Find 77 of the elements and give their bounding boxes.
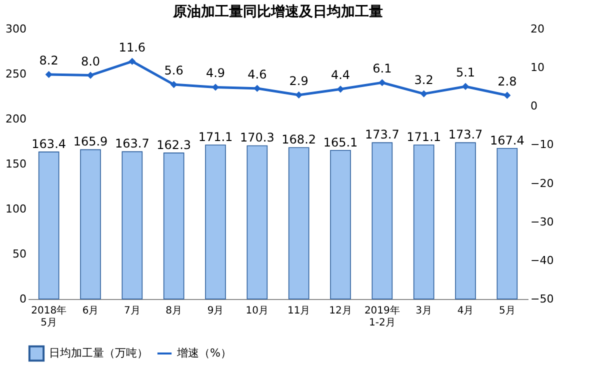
x-tick-label: 7月 bbox=[124, 306, 140, 316]
point bbox=[128, 58, 136, 65]
data-label: 162.3 bbox=[156, 138, 192, 152]
data-label: 2.8 bbox=[498, 74, 517, 88]
legend-label: 日均加工量（万吨） bbox=[49, 346, 148, 360]
x-tick-label: 12月 bbox=[329, 306, 352, 316]
y2-tick-label: 10 bbox=[530, 61, 544, 74]
x-tick-label: 9月 bbox=[207, 306, 224, 316]
x-tick-label: 10月 bbox=[246, 306, 269, 316]
data-label: 8.0 bbox=[80, 54, 100, 68]
data-label: 170.3 bbox=[240, 130, 274, 145]
data-label: 168.2 bbox=[282, 132, 316, 147]
point bbox=[378, 79, 386, 86]
point bbox=[462, 82, 470, 90]
data-label: 4.9 bbox=[206, 66, 226, 80]
point bbox=[420, 90, 428, 98]
data-label: 171.1 bbox=[198, 130, 233, 144]
point bbox=[504, 92, 511, 99]
bar bbox=[455, 142, 476, 300]
point bbox=[170, 81, 178, 88]
bar bbox=[288, 147, 310, 300]
data-label: 171.1 bbox=[406, 130, 442, 144]
bar bbox=[38, 152, 60, 300]
point bbox=[336, 86, 344, 93]
data-label: 165.1 bbox=[323, 135, 358, 150]
data-label: 167.4 bbox=[490, 133, 524, 148]
y2-tick-label: −40 bbox=[530, 254, 554, 267]
y2-tick-label: 0 bbox=[530, 100, 538, 113]
point bbox=[212, 84, 220, 91]
data-label: 173.7 bbox=[448, 128, 483, 142]
x-tick-label: 6月 bbox=[82, 306, 99, 316]
y2-tick-label: −10 bbox=[530, 138, 554, 152]
data-label: 163.7 bbox=[114, 136, 150, 151]
x-tick-label: 2019年 1-2月 bbox=[364, 304, 400, 328]
bar bbox=[205, 144, 226, 300]
data-label: 5.1 bbox=[456, 65, 476, 80]
data-label: 165.9 bbox=[73, 134, 108, 149]
y2-tick-label: 20 bbox=[530, 22, 544, 36]
point bbox=[45, 70, 52, 78]
x-tick-label: 8月 bbox=[166, 306, 182, 316]
y-tick-label: 200 bbox=[6, 112, 26, 126]
x-tick-label: 5月 bbox=[498, 306, 516, 316]
x-tick-label: 2018年 5月 bbox=[31, 304, 67, 328]
data-label: 163.4 bbox=[32, 136, 66, 151]
y-tick-label: 0 bbox=[20, 292, 26, 306]
data-label: 6.1 bbox=[372, 62, 392, 76]
y2-tick-label: −50 bbox=[530, 292, 554, 306]
bar bbox=[372, 142, 393, 300]
point bbox=[295, 91, 302, 98]
y-tick-label: 50 bbox=[12, 248, 26, 260]
bar bbox=[413, 144, 434, 300]
bar bbox=[122, 151, 143, 300]
y2-tick-label: −20 bbox=[530, 176, 554, 190]
x-tick-label: 4月 bbox=[457, 306, 474, 316]
x-tick-label: 11月 bbox=[287, 306, 310, 316]
x-tick-label: 3月 bbox=[416, 306, 432, 316]
bar bbox=[330, 150, 351, 300]
bar bbox=[163, 152, 184, 300]
data-label: 11.6 bbox=[118, 40, 146, 54]
data-label: 8.2 bbox=[39, 54, 58, 68]
y-tick-label: 150 bbox=[6, 158, 26, 170]
y-tick-label: 300 bbox=[6, 22, 26, 36]
point bbox=[254, 84, 261, 92]
bar bbox=[80, 149, 101, 300]
y2-tick-label: −30 bbox=[530, 215, 554, 228]
bar bbox=[246, 145, 268, 300]
data-label: 4.4 bbox=[330, 68, 350, 82]
y-tick-label: 250 bbox=[6, 68, 26, 80]
data-label: 4.6 bbox=[248, 67, 267, 82]
data-label: 2.9 bbox=[289, 74, 308, 88]
bar bbox=[496, 148, 518, 300]
legend-label: 增速（%） bbox=[176, 346, 232, 360]
y-tick-label: 100 bbox=[6, 202, 26, 216]
chart-title: 原油加工量同比增速及日均加工量 bbox=[172, 4, 383, 20]
data-label: 5.6 bbox=[164, 64, 184, 78]
data-label: 3.2 bbox=[414, 72, 434, 87]
data-label: 173.7 bbox=[364, 128, 400, 142]
